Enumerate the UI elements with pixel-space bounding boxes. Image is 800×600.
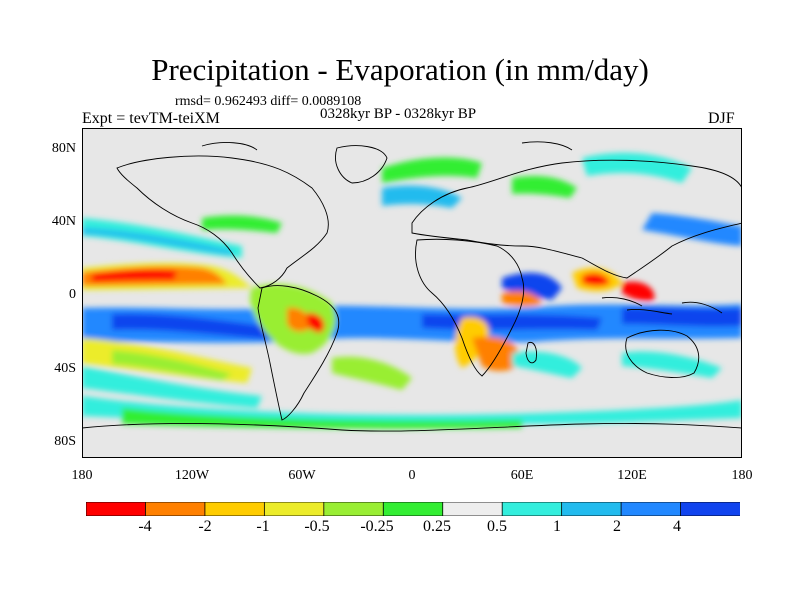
field-band (202, 215, 282, 233)
field-band (382, 157, 482, 183)
colorbar-swatch (620, 502, 682, 516)
field-band (332, 356, 412, 390)
x-tick-label: 180 (731, 468, 753, 483)
colorbar-swatch (204, 502, 266, 516)
field-band (112, 350, 232, 380)
field-band (622, 307, 742, 327)
colorbar-label: -1 (256, 518, 270, 535)
x-tick-label: 60E (510, 468, 534, 483)
colorbar-swatch (501, 502, 563, 516)
period-subtitle: 0328kyr BP - 0328kyr BP (320, 106, 477, 122)
field-band (622, 351, 722, 378)
colorbar-swatch (561, 502, 622, 516)
field-band (382, 185, 462, 208)
field-band (502, 272, 562, 300)
y-tick-label: 0 (69, 287, 76, 302)
colorbar-label: 0.5 (487, 518, 507, 535)
y-tick-label: 80N (51, 141, 76, 156)
colorbar-swatch (263, 502, 325, 516)
field-layer (82, 152, 742, 429)
field-band (82, 228, 232, 255)
colorbar-swatch (145, 502, 206, 516)
experiment-label: Expt = tevTM-teiXM (82, 110, 220, 127)
stats-subtitle: rmsd= 0.962493 diff= 0.0089108 (175, 94, 362, 109)
colorbar-label: -0.25 (360, 518, 394, 535)
colorbar-swatch (442, 502, 504, 516)
coastlines (82, 141, 742, 432)
colorbar-swatch (323, 502, 385, 516)
colorbar-label: 4 (673, 518, 681, 535)
field-band (307, 312, 325, 333)
field-band (112, 313, 282, 340)
field-band (82, 366, 262, 408)
colorbar-label: -0.5 (304, 518, 330, 535)
field-band (472, 336, 521, 371)
field-band (582, 273, 610, 287)
y-tick-label: 80S (54, 434, 76, 449)
x-tick-label: 0 (408, 468, 416, 483)
x-tick-label: 180 (71, 468, 93, 483)
x-tick-label: 120E (617, 468, 647, 483)
colorbar-swatch (680, 502, 740, 516)
colorbar-swatch (86, 502, 147, 516)
field-band (92, 269, 177, 282)
season-label: DJF (708, 110, 735, 127)
page-title: Precipitation - Evaporation (in mm/day) (151, 52, 649, 87)
x-tick-label: 120W (174, 468, 210, 483)
field-band (502, 291, 542, 307)
field-band (287, 307, 311, 332)
colorbar-label: 2 (613, 518, 621, 535)
field-band (512, 351, 582, 378)
y-tick-label: 40S (54, 361, 76, 376)
colorbar-label: 1 (553, 518, 561, 535)
x-tick-label: 60W (288, 468, 316, 483)
colorbar (86, 502, 740, 516)
precipitation-map (82, 128, 742, 458)
field-band (642, 213, 742, 246)
colorbar-label: 0.25 (423, 518, 451, 535)
y-tick-label: 40N (51, 214, 76, 229)
colorbar-label: -2 (198, 518, 212, 535)
field-band (622, 281, 655, 301)
field-band (455, 317, 489, 368)
map-frame (82, 128, 742, 458)
colorbar-swatch (382, 502, 444, 516)
field-band (512, 176, 577, 198)
colorbar-label: -4 (138, 518, 152, 535)
